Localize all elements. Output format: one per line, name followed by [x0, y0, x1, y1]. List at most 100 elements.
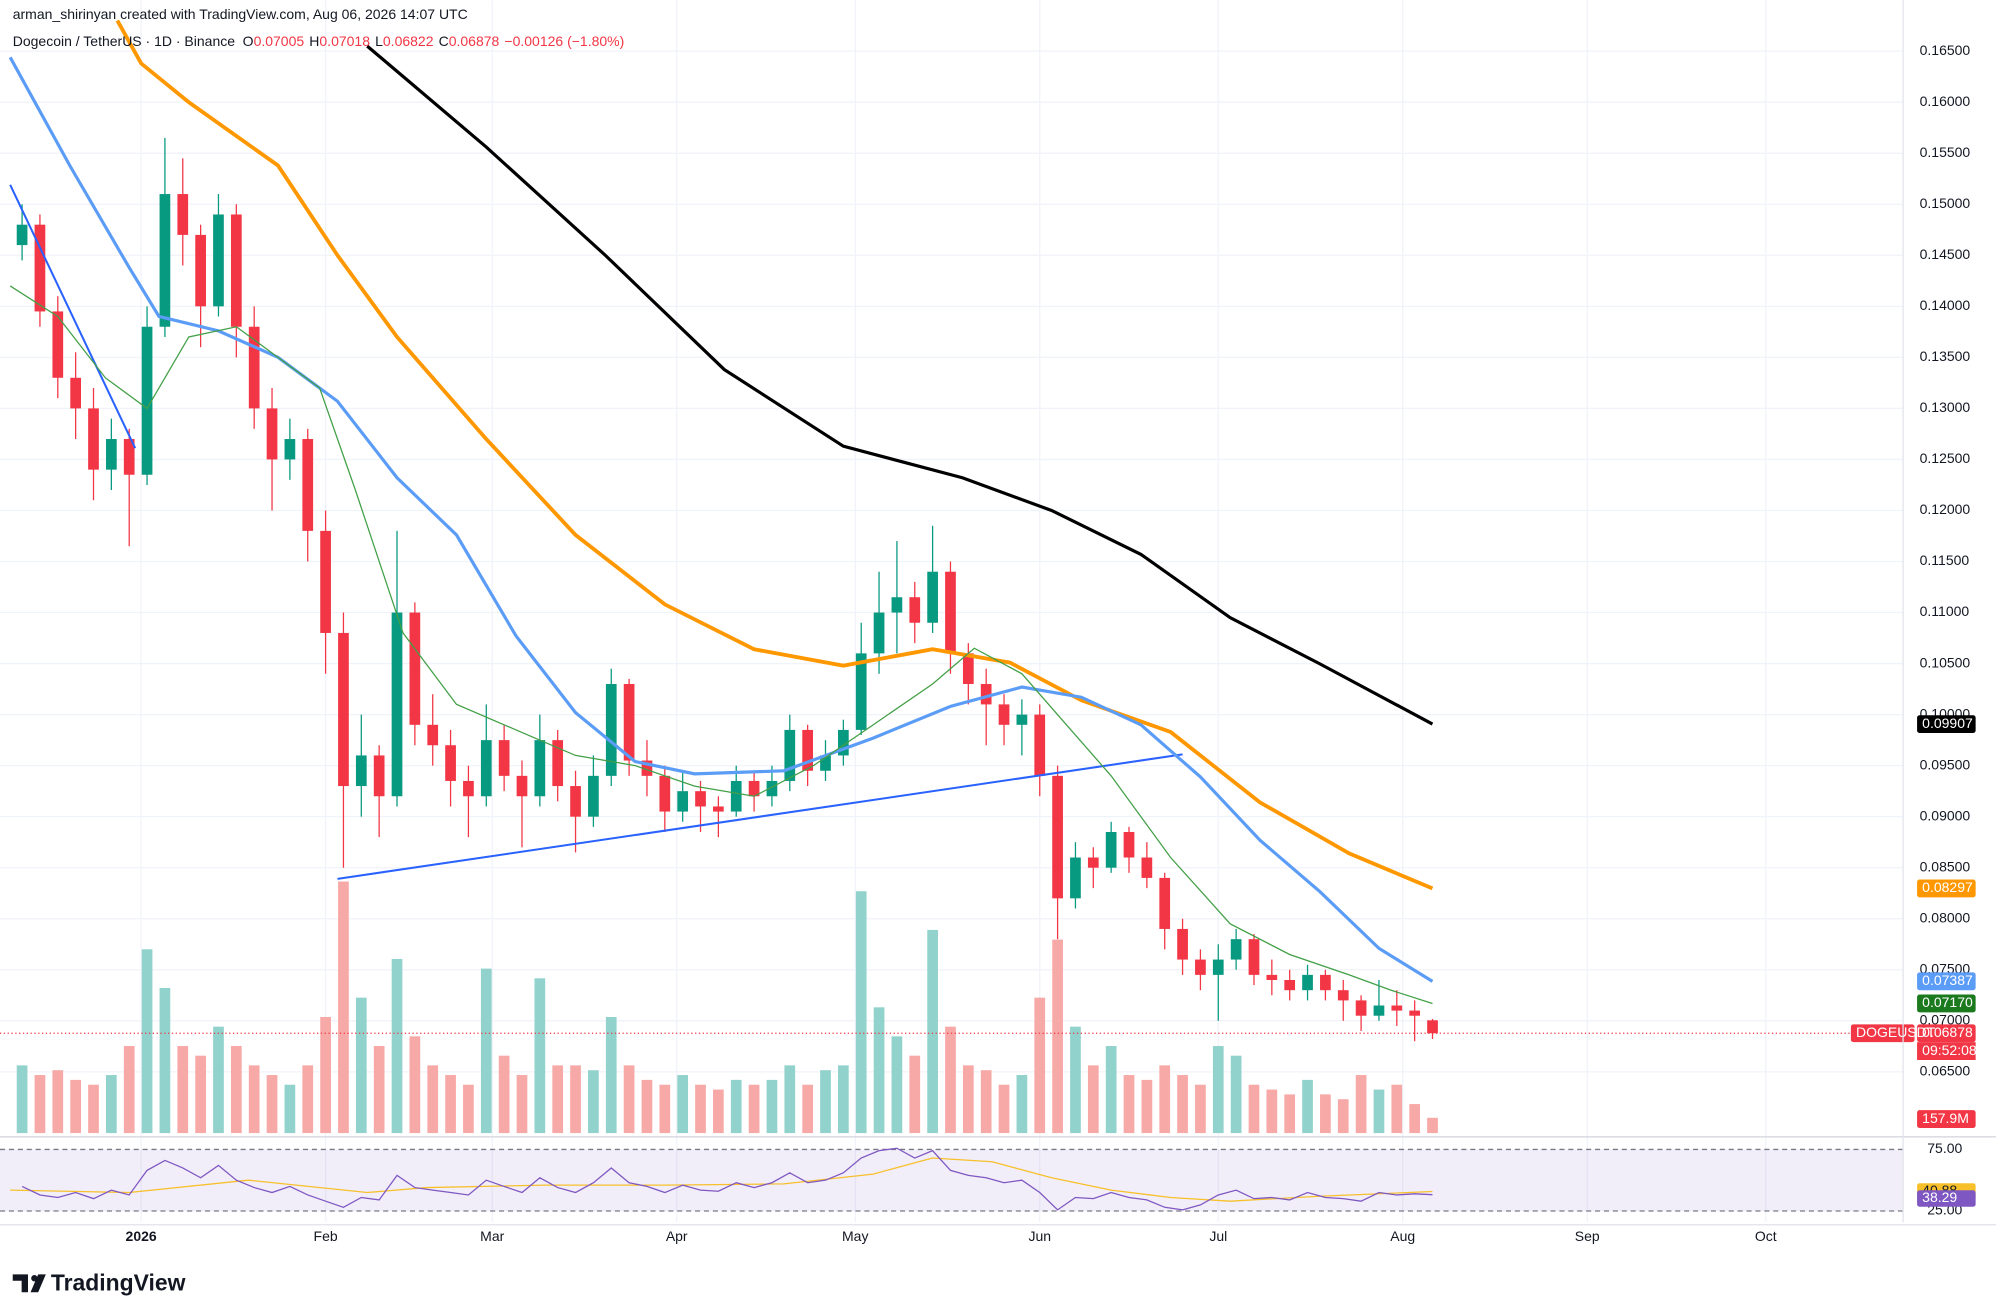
candle-body: [659, 775, 671, 812]
header-item: −0.00126 (−1.80%): [504, 33, 624, 49]
header-item: Dogecoin / TetherUS · 1D · Binance: [13, 33, 236, 49]
volume-bar: [855, 891, 867, 1134]
candle-body: [1159, 877, 1171, 929]
volume-bar: [534, 978, 546, 1134]
candle-body: [1087, 857, 1099, 868]
candle-body: [570, 786, 581, 817]
candle-body: [837, 729, 849, 756]
candle-body: [802, 729, 813, 771]
candle-body: [713, 806, 724, 812]
candle-body: [284, 439, 296, 460]
logo-dot: [31, 1275, 38, 1282]
volume-bar: [355, 997, 367, 1134]
volume-bar: [34, 1075, 46, 1134]
volume-bar: [605, 1016, 617, 1134]
volume-bar: [1087, 1065, 1099, 1134]
candle-body: [230, 214, 242, 327]
candle-body: [1052, 775, 1063, 899]
candle-body: [1409, 1010, 1421, 1016]
volume-bar: [1230, 1055, 1242, 1134]
x-tick-label: Oct: [1755, 1228, 1777, 1244]
brand: TradingView: [51, 1270, 186, 1296]
rsi-line: [21, 1147, 1433, 1211]
candle-body: [1212, 959, 1224, 975]
volume-bar: [1052, 939, 1063, 1134]
volume-bar: [1302, 1079, 1313, 1134]
candle-body: [766, 780, 778, 797]
volume-bar: [1034, 997, 1046, 1134]
candle-body: [1355, 1000, 1367, 1016]
candle-body: [302, 439, 314, 531]
trendline: [337, 753, 1183, 880]
countdown: 09:52:08: [1922, 1042, 1977, 1058]
candle-body: [355, 755, 367, 787]
volume-bar: [177, 1046, 189, 1134]
candle-body: [962, 653, 974, 684]
candle-body: [873, 612, 885, 654]
symbol-label: DOGEUSDT: [1856, 1024, 1936, 1040]
volume-bar: [159, 987, 171, 1134]
candle-body: [1034, 714, 1046, 776]
volume-bar: [1284, 1094, 1296, 1134]
y-tick-label: 0.16500: [1920, 42, 1971, 58]
x-tick-label: Feb: [314, 1228, 338, 1244]
volume-label-box: [1917, 1110, 1976, 1128]
volume-bar: [1373, 1089, 1385, 1134]
candle-body: [1230, 939, 1242, 960]
candle-body: [213, 214, 224, 307]
ma-price-label-box: [1917, 972, 1976, 991]
volume-bar: [248, 1065, 260, 1134]
y-tick-label: 0.15500: [1920, 144, 1971, 160]
y-tick-label: 0.11500: [1920, 552, 1970, 568]
candle-body: [1070, 857, 1081, 899]
y-tick-label: 0.13500: [1920, 348, 1971, 364]
moving-average: [8, 56, 1434, 983]
volume-bar: [891, 1036, 903, 1134]
volume-bar: [141, 949, 153, 1134]
candle-body: [177, 194, 189, 235]
volume-bar: [748, 1084, 760, 1134]
candle-body: [945, 571, 956, 654]
x-tick-label: Apr: [666, 1228, 688, 1244]
candle-body: [195, 234, 206, 307]
logo: TradingView: [12, 1270, 186, 1296]
candle-body: [909, 597, 921, 623]
volume-bar: [552, 1065, 564, 1134]
candle-body: [1248, 939, 1260, 975]
volume-bar: [373, 1046, 385, 1134]
candle-body: [463, 780, 474, 797]
ma-price-label-box: [1917, 879, 1976, 898]
volume-bar: [338, 881, 349, 1134]
candle-body: [427, 724, 439, 746]
volume-bar: [837, 1065, 849, 1134]
current-price-label-box: [1917, 1024, 1976, 1043]
moving-average: [9, 285, 1433, 1005]
candle-body: [123, 439, 135, 475]
volume-bar: [766, 1079, 778, 1134]
x-tick-label: May: [842, 1228, 868, 1244]
x-tick-label: Sep: [1575, 1228, 1600, 1244]
logo-icon: [12, 1274, 46, 1293]
y-tick-label: 0.10500: [1920, 654, 1971, 670]
volume-bar: [1070, 1026, 1081, 1134]
candle-body: [1141, 857, 1153, 878]
candle-body: [1105, 831, 1117, 868]
header-item: O: [243, 33, 254, 49]
trendline: [9, 184, 137, 449]
candle-body: [52, 311, 64, 378]
ma-price-label: 0.08297: [1922, 879, 1973, 895]
candle-body: [266, 408, 278, 460]
volume-bar: [195, 1055, 206, 1134]
rsi-label-box: [1917, 1190, 1976, 1207]
labels: 0.065000.070000.075000.080000.085000.090…: [126, 42, 1977, 1244]
candle-body: [248, 326, 260, 409]
volume-bar: [784, 1065, 796, 1134]
candle-body: [641, 760, 653, 776]
volume-bar: [16, 1065, 28, 1134]
candle-body: [391, 612, 403, 797]
y-tick-label: 0.14500: [1920, 246, 1971, 262]
volume-bar: [123, 1046, 135, 1134]
volume-bar: [320, 1016, 331, 1134]
header-item: L: [375, 33, 383, 49]
